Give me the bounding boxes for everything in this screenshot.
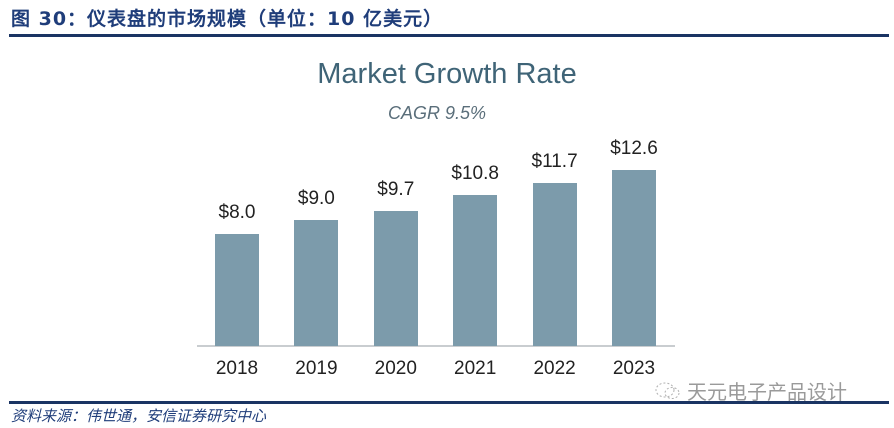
bar-2023: [612, 170, 656, 346]
data-label: $9.7: [377, 178, 415, 200]
watermark-text: 天元电子产品设计: [687, 380, 847, 404]
data-label: $10.8: [451, 163, 499, 185]
x-tick-label: 2023: [612, 358, 656, 379]
bar-2019: [294, 220, 339, 346]
header-divider: [9, 34, 889, 37]
x-axis-line: [197, 345, 675, 347]
data-label: $9.0: [297, 188, 335, 210]
chart-subtitle: CAGR 9.5%: [387, 103, 487, 123]
chart-title: Market Growth Rate: [317, 58, 577, 90]
x-tick-label: 2021: [454, 358, 497, 379]
watermark: 天元电子产品设计: [655, 376, 847, 405]
x-tick-label: 2018: [215, 358, 259, 379]
wechat-icon: [655, 381, 681, 401]
data-label: $11.7: [531, 150, 578, 172]
bar-2020: [373, 210, 418, 346]
x-tick-label: 2020: [374, 358, 417, 379]
x-tick-label: 2022: [533, 358, 576, 379]
bar-2021: [453, 195, 498, 346]
source-note: 资料来源：伟世通，安信证券研究中心: [11, 407, 267, 425]
footer-divider: [9, 401, 889, 404]
bar-2022: [532, 182, 577, 346]
figure-title: 图 30：仪表盘的市场规模（单位：10 亿美元）: [11, 8, 444, 30]
data-label: $8.0: [218, 202, 256, 224]
data-label: $12.6: [610, 138, 658, 159]
bar-chart-plot: $8.0 $9.0 $9.7 $10.8 $11.7 $12.6: [197, 138, 675, 347]
bar-2018: [215, 234, 259, 346]
x-tick-label: 2019: [295, 358, 338, 379]
